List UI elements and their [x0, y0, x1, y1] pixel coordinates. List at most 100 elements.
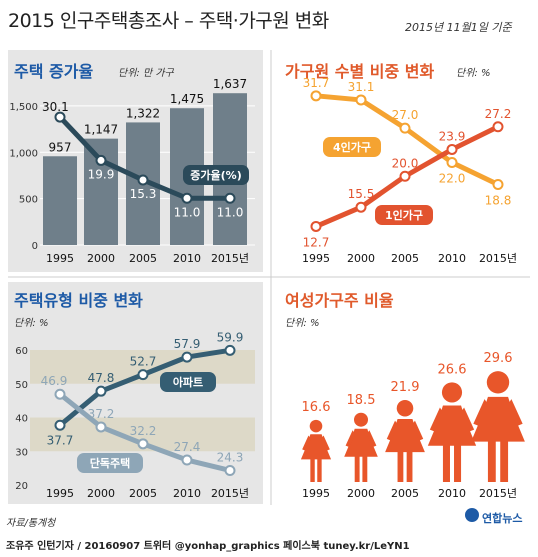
data-label: 37.7	[47, 433, 74, 447]
data-label: 11.0	[217, 205, 244, 219]
woman-leg-right	[454, 443, 462, 482]
data-point	[95, 421, 107, 433]
woman-head	[354, 412, 368, 427]
data-label: 57.9	[174, 337, 201, 351]
data-label: 32.2	[130, 424, 157, 438]
woman-leg-left	[442, 443, 450, 482]
woman-arm-right	[411, 420, 424, 441]
y-tick-label: 500	[19, 195, 38, 206]
x-tick-label: 2005	[391, 487, 419, 500]
data-label: 18.5	[347, 393, 376, 408]
legend-detached-house-label: 단독주택	[90, 456, 130, 470]
x-tick-label: 2000	[87, 487, 115, 500]
woman-icon	[427, 382, 477, 482]
x-tick-label: 1995	[46, 487, 74, 500]
data-label: 1,475	[170, 92, 204, 106]
data-point	[54, 388, 66, 400]
data-point	[492, 179, 504, 190]
y-tick-label: 30	[15, 447, 28, 458]
data-label: 24.3	[217, 450, 244, 464]
legend-detached-house-bg	[77, 453, 143, 473]
woman-icon	[471, 371, 525, 482]
x-tick-label: 2010	[173, 487, 201, 500]
data-point	[137, 369, 149, 381]
chart-title: 가구원 수별 비중 변화	[285, 62, 434, 81]
data-label: 27.0	[392, 108, 419, 122]
woman-leg-left	[487, 439, 496, 482]
data-label: 31.7	[303, 76, 330, 90]
x-tick-label: 2015년	[211, 252, 249, 265]
data-label: 1,637	[213, 77, 247, 91]
woman-leg-right	[406, 450, 413, 482]
x-tick-label: 2010	[173, 252, 201, 265]
woman-arm-left	[386, 420, 399, 441]
woman-arm-right	[321, 435, 330, 451]
data-label: 22.0	[439, 172, 466, 186]
x-tick-label: 2005	[129, 252, 157, 265]
data-point	[399, 170, 411, 182]
x-tick-label: 2010	[438, 487, 466, 500]
data-label: 27.2	[485, 107, 512, 121]
legend-growth-rate: 증가율(%)	[183, 165, 249, 185]
unit-label: 단위: %	[456, 67, 490, 79]
woman-leg-right	[317, 458, 322, 482]
x-tick-label: 2015년	[479, 252, 517, 265]
y-tick-label: 40	[15, 414, 28, 425]
legend-detached-house: 단독주택	[77, 453, 143, 473]
y-tick-label: 20	[15, 481, 28, 492]
x-tick-label: 2015년	[211, 487, 249, 500]
data-point	[492, 121, 504, 133]
data-label: 15.5	[348, 187, 375, 201]
data-point	[310, 90, 322, 102]
legend-1person-label: 1인가구	[385, 208, 423, 222]
x-tick-label: 1995	[302, 487, 330, 500]
woman-head	[309, 419, 323, 433]
woman-arm-left	[473, 399, 490, 426]
data-label: 31.1	[348, 80, 375, 94]
yonhap-logo: 연합뉴스	[482, 512, 523, 525]
data-label: 1,147	[84, 123, 118, 137]
woman-head	[486, 371, 510, 394]
data-point	[181, 351, 193, 363]
data-point	[181, 192, 193, 204]
x-tick-label: 1995	[302, 252, 330, 265]
data-point	[137, 438, 149, 450]
x-tick-label: 2005	[129, 487, 157, 500]
data-point	[355, 94, 367, 106]
data-label: 20.0	[392, 156, 419, 170]
data-label: 27.4	[174, 440, 201, 454]
data-point	[181, 454, 193, 466]
data-point	[54, 419, 66, 431]
data-point	[224, 464, 236, 476]
bar	[43, 156, 77, 245]
x-tick-label: 2010	[438, 252, 466, 265]
data-label: 12.7	[303, 235, 330, 249]
woman-arm-right	[460, 407, 475, 432]
y-tick-label: 0	[32, 241, 38, 252]
data-label: 30.1	[42, 100, 69, 114]
x-tick-label: 1995	[46, 252, 74, 265]
woman-head	[441, 382, 463, 403]
legend-4person: 4인가구	[323, 137, 381, 157]
woman-arm-left	[429, 407, 444, 432]
legend-apartment-label: 아파트	[173, 375, 203, 389]
legend-apartment: 아파트	[160, 372, 216, 392]
data-label: 18.8	[485, 194, 512, 208]
unit-label: 단위: 만 가구	[118, 67, 175, 79]
woman-arm-left	[345, 430, 356, 447]
data-point	[95, 154, 107, 166]
data-point	[310, 220, 322, 232]
data-label: 52.7	[130, 355, 157, 369]
woman-icon	[385, 399, 425, 482]
data-point	[355, 201, 367, 213]
woman-head	[396, 399, 414, 417]
data-label: 21.9	[391, 380, 420, 395]
y-tick-label: 1,500	[9, 102, 38, 113]
data-label: 29.6	[484, 351, 513, 366]
logo-emblem	[465, 508, 479, 522]
x-tick-label: 2000	[347, 252, 375, 265]
data-point	[95, 385, 107, 397]
data-label: 46.9	[41, 374, 68, 388]
data-label: 957	[49, 140, 72, 154]
